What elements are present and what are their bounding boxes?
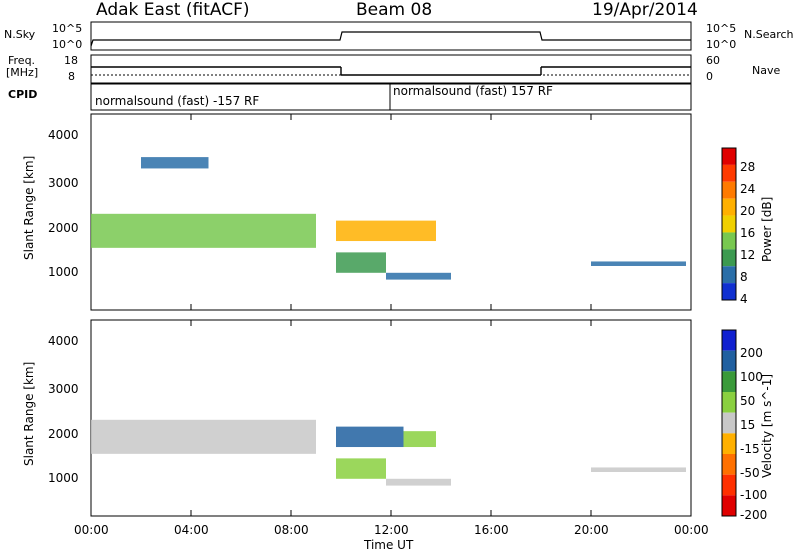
date-label: 19/Apr/2014: [592, 0, 698, 20]
velocity-ytick-2000: 2000: [48, 427, 79, 441]
velocity-cbar-tick-200: 200: [740, 346, 763, 360]
echo-band-3: [336, 252, 386, 273]
xtick-6: 00:00: [674, 523, 709, 537]
colorbar-cell-7: [722, 474, 736, 496]
freq-label-1: Freq.: [8, 54, 36, 67]
velocity-panel: [90, 319, 692, 517]
echo-band-0: [91, 213, 316, 248]
freq-label-2: [MHz]: [6, 66, 39, 79]
echo-band-2: [403, 431, 436, 448]
xtick-0: 00:00: [74, 523, 109, 537]
velocity-cbar-tick-50: 50: [740, 394, 756, 408]
velocity-ytick-3000: 3000: [48, 382, 79, 396]
power-ytick-2000: 2000: [48, 221, 79, 235]
power-echoes: [91, 157, 686, 280]
xtick-5: 20:00: [574, 523, 609, 537]
nsearch-tick-bottom: 10^0: [706, 38, 737, 51]
cpid-panel: [90, 83, 692, 111]
echo-band-4: [386, 478, 451, 486]
colorbar-cell-8: [722, 283, 736, 300]
freq-panel: [90, 54, 692, 84]
velocity-echoes: [91, 419, 686, 486]
nsky-panel: [90, 21, 692, 51]
power-cbar-tick-28: 28: [740, 160, 756, 174]
nave-tick-bottom: 0: [706, 70, 713, 83]
velocity-colorbar: [721, 329, 737, 517]
velocity-cbar-tick-100: 100: [740, 370, 763, 384]
power-colorbar: [721, 147, 737, 301]
colorbar-frame: [721, 147, 737, 301]
nsky-trace: [90, 31, 691, 47]
colorbar-cell-6: [722, 249, 736, 267]
colorbar-cell-3: [722, 198, 736, 216]
freq-tick-bottom: 8: [68, 70, 75, 83]
echo-band-1: [336, 426, 404, 448]
power-ylabel: Slant Range [km]: [22, 155, 36, 260]
cpid-label: CPID: [8, 88, 38, 101]
colorbar-cell-5: [722, 232, 736, 250]
xlabel: Time UT: [364, 538, 414, 552]
nave-label: Nave: [752, 64, 781, 77]
echo-band-3: [336, 458, 386, 479]
cpid-segment-1: normalsound (fast) -157 RF: [95, 94, 260, 108]
power-ytick-1000: 1000: [48, 265, 79, 279]
colorbar-cell-4: [722, 412, 736, 434]
frequency-trace: [91, 66, 691, 76]
nsearch-label: N.Search: [744, 28, 794, 41]
power-ytick-4000: 4000: [48, 128, 79, 142]
nsky-tick-bottom: 10^0: [52, 38, 83, 51]
nsearch-tick-top: 10^5: [706, 22, 737, 35]
velocity-ylabel: Slant Range [km]: [22, 361, 36, 466]
colorbar-cell-2: [722, 181, 736, 199]
velocity-cbar-tick-15: 15: [740, 418, 756, 432]
power-ytick-3000: 3000: [48, 176, 79, 190]
echo-band-5: [591, 261, 686, 266]
xtick-1: 04:00: [174, 523, 209, 537]
colorbar-cell-1: [722, 350, 736, 372]
echo-band-0: [91, 419, 316, 454]
colorbar-cell-0: [722, 148, 736, 165]
power-cbar-tick-20: 20: [740, 204, 756, 218]
power-cbar-tick-12: 12: [740, 248, 756, 262]
beam-label: Beam 08: [356, 0, 433, 20]
velocity-cbar-tick-m100: -100: [740, 488, 768, 502]
colorbar-frame: [721, 329, 737, 517]
colorbar-cell-6: [722, 454, 736, 475]
colorbar-cell-3: [722, 392, 736, 413]
power-panel: [90, 113, 692, 311]
echo-band-4: [386, 272, 451, 280]
xtick-2: 08:00: [274, 523, 309, 537]
xtick-4: 16:00: [474, 523, 509, 537]
velocity-cbar-tick-m200: -200: [740, 508, 768, 522]
colorbar-cell-7: [722, 266, 736, 284]
colorbar-cell-1: [722, 164, 736, 182]
radar-title: Adak East (fitACF): [96, 0, 250, 20]
echo-band-1: [141, 157, 209, 169]
nsky-tick-top: 10^5: [52, 22, 83, 35]
colorbar-cell-2: [722, 371, 736, 392]
colorbar-cell-8: [722, 495, 736, 516]
cpid-segment-2: normalsound (fast) 157 RF: [393, 84, 553, 98]
colorbar-cell-5: [722, 433, 736, 454]
colorbar-cell-0: [722, 330, 736, 351]
velocity-cbar-label: Velocity [m s^-1]: [760, 373, 774, 478]
velocity-ytick-1000: 1000: [48, 471, 79, 485]
echo-band-5: [591, 467, 686, 472]
nsky-label: N.Sky: [4, 28, 36, 41]
xtick-3: 12:00: [374, 523, 409, 537]
echo-band-2: [336, 220, 436, 242]
velocity-cbar-tick-m50: -50: [740, 466, 760, 480]
nave-tick-top: 60: [706, 54, 720, 67]
power-cbar-tick-8: 8: [740, 270, 748, 284]
power-cbar-tick-16: 16: [740, 226, 756, 240]
freq-tick-top: 18: [64, 54, 78, 67]
axis-ticks: [90, 114, 692, 516]
power-cbar-label: Power [dB]: [760, 196, 774, 262]
power-cbar-tick-24: 24: [740, 182, 756, 196]
power-cbar-tick-4: 4: [740, 292, 748, 306]
colorbar-cell-4: [722, 215, 736, 233]
velocity-cbar-tick-m15: -15: [740, 442, 760, 456]
velocity-ytick-4000: 4000: [48, 334, 79, 348]
